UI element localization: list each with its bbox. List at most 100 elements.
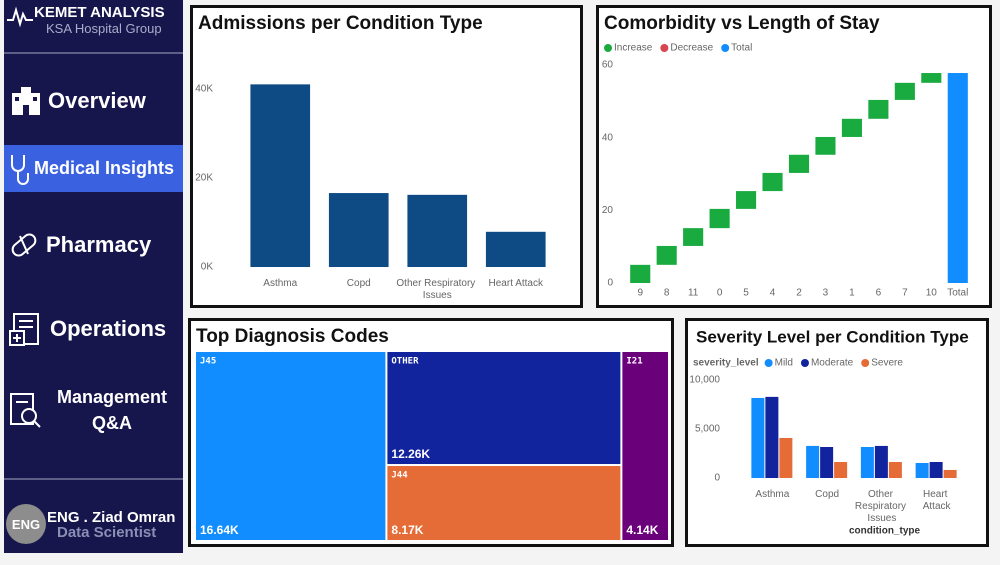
x-tick-label: Other Respiratory Issues xyxy=(855,489,909,524)
bar xyxy=(943,469,957,478)
profile-name: ENG . Ziad Omran xyxy=(47,509,176,526)
waterfall-bar xyxy=(894,82,915,100)
x-tick-label: Asthma xyxy=(263,278,297,289)
x-tick-label: Heart Attack xyxy=(489,278,544,289)
label-line: Asthma xyxy=(755,489,789,500)
legend-label: Total xyxy=(731,43,752,54)
x-tick-label: Copd xyxy=(815,489,839,500)
nav-item[interactable]: Operations xyxy=(4,310,183,348)
x-axis-label: condition_type xyxy=(849,526,921,537)
waterfall-bar xyxy=(921,73,942,83)
tile-name: I21 xyxy=(626,357,642,367)
y-tick-label: 20 xyxy=(602,205,614,216)
waterfall-bar xyxy=(736,191,757,209)
tile-value: 4.14K xyxy=(626,523,658,537)
legend-swatch xyxy=(721,44,730,52)
legend-swatch xyxy=(800,359,809,367)
nav-label: Pharmacy xyxy=(46,232,152,257)
label-line: Respiratory xyxy=(855,501,909,512)
icon xyxy=(9,313,39,346)
nav-item[interactable]: Pharmacy xyxy=(4,228,183,262)
legend-swatch xyxy=(660,44,669,52)
chart: Admissions per Condition Type 0K 20K 40K Ast… xyxy=(195,13,546,301)
y-tick-label: 40K xyxy=(195,83,213,94)
bar xyxy=(915,462,929,478)
x-tick-label: Total xyxy=(947,288,968,299)
x-tick-label: 10 xyxy=(926,288,938,299)
waterfall-bar xyxy=(815,136,836,155)
y-tick-label: 0 xyxy=(714,473,720,484)
nav-label: Operations xyxy=(50,316,167,341)
tile-value: 8.17K xyxy=(391,523,423,537)
treemap-tile xyxy=(196,352,386,540)
waterfall-bar xyxy=(868,99,889,119)
y-tick-label: 0K xyxy=(201,262,214,273)
total-bar xyxy=(947,73,968,283)
treemap-tile xyxy=(387,466,621,540)
x-tick-label: Asthma xyxy=(755,489,789,500)
panel: Severity Level per Condition Type severit… xyxy=(685,318,989,547)
x-tick-label: 7 xyxy=(902,288,908,299)
bar xyxy=(250,84,311,267)
icon xyxy=(10,393,41,428)
nav-item[interactable]: Medical Insights xyxy=(4,145,183,192)
label-line: Asthma xyxy=(263,278,297,289)
legend-title: severity_level xyxy=(693,358,759,369)
waterfall-bar xyxy=(683,228,704,246)
x-tick-label: 6 xyxy=(876,288,882,299)
y-tick-label: 5,000 xyxy=(695,424,720,435)
icon xyxy=(11,233,37,257)
legend-label: Moderate xyxy=(811,358,854,369)
logo xyxy=(7,6,33,28)
waterfall-bar xyxy=(630,264,651,283)
label-line: Other xyxy=(868,489,896,500)
x-tick-label: 4 xyxy=(770,288,776,299)
bar xyxy=(834,462,848,478)
label-line: Copd xyxy=(347,278,371,289)
icon xyxy=(12,87,40,115)
waterfall-bar xyxy=(841,118,862,137)
treemap-tile xyxy=(387,352,621,465)
bar xyxy=(779,437,793,478)
label-line: Heart xyxy=(923,489,950,500)
avatar: ENG xyxy=(6,504,46,544)
brand-subtitle: KSA Hospital Group xyxy=(46,21,162,36)
panel: Top Diagnosis Codes J45 16.64K OTHER 12.26K J… xyxy=(188,318,674,547)
y-tick-label: 20K xyxy=(195,173,213,184)
brand: KEMET ANALYSIS xyxy=(34,4,165,21)
bar xyxy=(407,194,468,267)
waterfall-bar xyxy=(709,208,730,229)
chart-title: Comorbidity vs Length of Stay xyxy=(604,13,880,34)
bar xyxy=(888,462,902,478)
legend-label: Severe xyxy=(871,358,903,369)
label-line: Other Respiratory xyxy=(396,278,478,289)
waterfall-bar xyxy=(762,172,783,192)
chart-title: Top Diagnosis Codes xyxy=(196,326,389,347)
bar xyxy=(751,397,765,478)
panel: Comorbidity vs Length of Stay Increase Dec… xyxy=(596,5,992,308)
label-line: Issues xyxy=(867,513,896,524)
x-tick-label: 8 xyxy=(664,288,670,299)
x-tick-label: 5 xyxy=(743,288,749,299)
legend-swatch xyxy=(604,44,612,52)
y-tick-label: 40 xyxy=(602,132,614,143)
x-tick-label: 2 xyxy=(796,288,802,299)
bar xyxy=(860,447,874,478)
treemap-tile xyxy=(622,352,668,540)
label-line: Heart Attack xyxy=(489,278,544,289)
nav-item[interactable]: Management Q&A xyxy=(4,385,183,435)
bar xyxy=(874,445,888,478)
tile-value: 16.64K xyxy=(200,523,239,537)
x-tick-label: Other Respiratory Issues xyxy=(396,278,478,301)
x-tick-label: 3 xyxy=(823,288,829,299)
sidebar: KEMET ANALYSIS KSA Hospital Group Overvi… xyxy=(4,0,183,553)
legend-label: Decrease xyxy=(670,43,713,54)
tile-name: OTHER xyxy=(391,357,419,367)
tile-name: J44 xyxy=(391,471,408,481)
nav-item[interactable]: Overview xyxy=(4,84,183,118)
waterfall-bar xyxy=(788,154,810,173)
bar xyxy=(820,447,834,478)
nav-label: Overview xyxy=(48,88,146,113)
y-tick-label: 60 xyxy=(602,60,614,71)
